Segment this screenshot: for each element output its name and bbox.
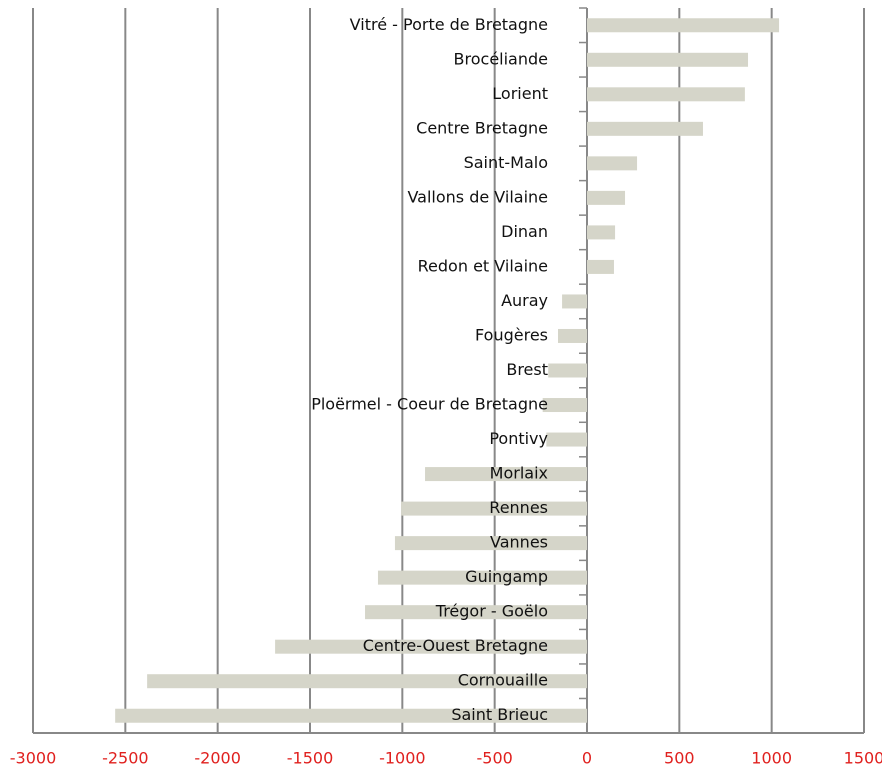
y-tick-label: Centre Bretagne (416, 118, 548, 137)
x-tick-label: -500 (477, 749, 513, 768)
bar (587, 225, 616, 240)
y-tick-label: Rennes (489, 498, 548, 517)
bar (558, 328, 587, 343)
y-tick-label: Vannes (490, 533, 548, 552)
x-tick-label: 0 (582, 749, 592, 768)
y-tick-label: Dinan (501, 222, 548, 241)
y-tick-label: Saint-Malo (464, 153, 548, 172)
x-tick-label: 1500 (844, 749, 882, 768)
bar (587, 87, 745, 102)
bar (377, 570, 587, 585)
bar (425, 467, 587, 482)
y-tick-label: Ploërmel - Coeur de Bretagne (311, 395, 548, 414)
y-tick-label: Brest (506, 360, 548, 379)
bar (587, 18, 780, 33)
y-tick-label: Redon et Vilaine (418, 256, 548, 275)
x-tick-label: -1500 (287, 749, 334, 768)
bar (394, 536, 587, 551)
bar (562, 294, 587, 309)
y-tick-label: Pontivy (489, 429, 548, 448)
bar (587, 190, 626, 205)
y-tick-label: Vallons de Vilaine (407, 187, 548, 206)
x-tick-label: 500 (664, 749, 695, 768)
y-tick-label: Fougères (475, 325, 548, 344)
x-tick-label: -2500 (102, 749, 149, 768)
bar (147, 674, 587, 689)
y-tick-label: Vitré - Porte de Bretagne (350, 15, 548, 34)
y-tick-label: Saint Brieuc (451, 705, 548, 724)
bar (115, 708, 587, 723)
x-tick-label: -2000 (194, 749, 241, 768)
x-tick-label: 1000 (751, 749, 792, 768)
y-tick-label: Auray (501, 291, 548, 310)
y-tick-label: Lorient (492, 84, 548, 103)
bar (587, 156, 638, 171)
y-tick-label: Centre-Ouest Bretagne (363, 636, 548, 655)
y-tick-label: Guingamp (465, 567, 548, 586)
bar (365, 605, 587, 620)
bar (587, 52, 749, 67)
bar (275, 639, 587, 654)
y-tick-label: Morlaix (490, 464, 548, 483)
x-tick-label: -3000 (10, 749, 57, 768)
y-tick-label: Trégor - Goëlo (435, 602, 548, 621)
y-tick-label: Cornouaille (458, 671, 548, 690)
bar (587, 121, 703, 136)
bar (546, 432, 587, 447)
bar (587, 259, 614, 274)
y-tick-label: Brocéliande (454, 49, 548, 68)
x-tick-label: -1000 (379, 749, 426, 768)
bar (401, 501, 587, 516)
bar (542, 398, 587, 413)
bar (548, 363, 587, 378)
